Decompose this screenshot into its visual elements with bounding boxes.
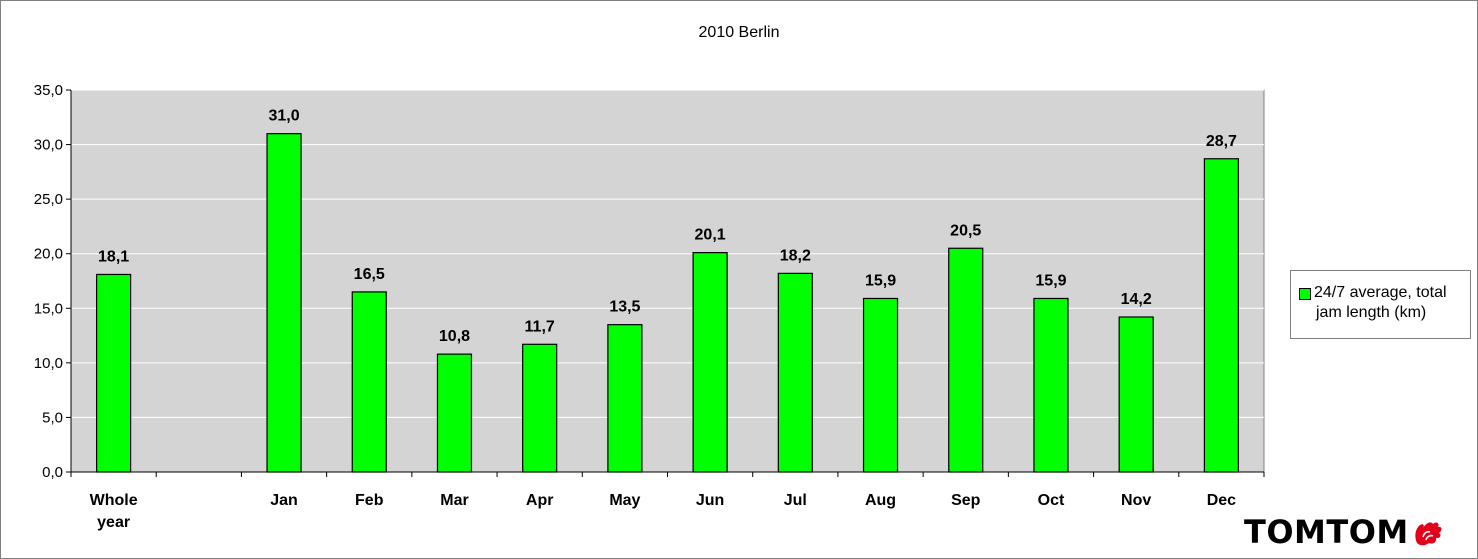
data-label: 15,9 [865,272,896,289]
plot-area [70,89,1265,473]
bar [96,273,132,473]
x-tick-label: May [609,492,640,509]
bar [948,247,984,473]
data-label: 20,1 [695,227,726,244]
y-tick-label: 25,0 [34,191,63,208]
bar [266,133,302,473]
data-label: 18,1 [98,248,129,265]
tomtom-hands-icon [1415,522,1442,546]
data-label: 28,7 [1206,133,1237,150]
x-tick-label: Jan [270,492,298,509]
bar [607,324,643,473]
data-label: 18,2 [780,247,811,264]
x-tick-label: Aug [865,492,896,509]
legend-label-line-1: 24/7 average, total [1314,284,1447,301]
x-tick-label: Mar [440,492,468,509]
data-label: 31,0 [268,108,299,125]
data-label: 20,5 [950,222,981,239]
x-tick-label: Jun [696,492,724,509]
y-tick-label: 15,0 [34,300,63,317]
bar [1118,316,1154,473]
x-tick-label: Dec [1207,492,1236,509]
x-tick-label: Oct [1038,492,1065,509]
legend-label-line-2: jam length (km) [1316,304,1427,321]
x-tick-label: Sep [951,492,981,509]
data-label: 14,2 [1121,291,1152,308]
y-tick-label: 10,0 [34,355,63,372]
data-label: 10,8 [439,328,470,345]
data-label: 15,9 [1035,272,1066,289]
bar [692,252,728,473]
x-tick-label: Nov [1121,492,1151,509]
y-tick-label: 5,0 [42,409,63,426]
x-tick-label: Apr [526,492,554,509]
data-label: 13,5 [609,299,640,316]
data-label: 16,5 [354,266,385,283]
legend: 24/7 average, total jam length (km) [1290,270,1471,339]
x-tick-label: Whole [90,492,138,509]
bar [436,353,473,473]
x-tick-label: Feb [355,492,384,509]
y-tick-label: 0,0 [42,464,63,481]
tomtom-logo: TOMTOM [1244,512,1445,552]
y-tick-label: 20,0 [34,246,63,263]
x-tick-label: Jul [784,492,807,509]
bar [351,291,387,473]
y-tick-label: 30,0 [34,137,63,154]
bar [522,343,558,473]
bar [777,272,813,473]
chart-title: 2010 Berlin [698,24,780,41]
y-tick-label: 35,0 [34,82,63,99]
x-tick-label: year [97,514,130,531]
legend-swatch [1299,288,1311,300]
logo-wordmark: TOMTOM [1244,513,1409,551]
bar [862,297,899,473]
bar [1033,297,1069,473]
legend-label: 24/7 average, total jam length (km) [1314,283,1470,323]
data-label: 11,7 [525,318,555,335]
bar [1203,158,1239,473]
